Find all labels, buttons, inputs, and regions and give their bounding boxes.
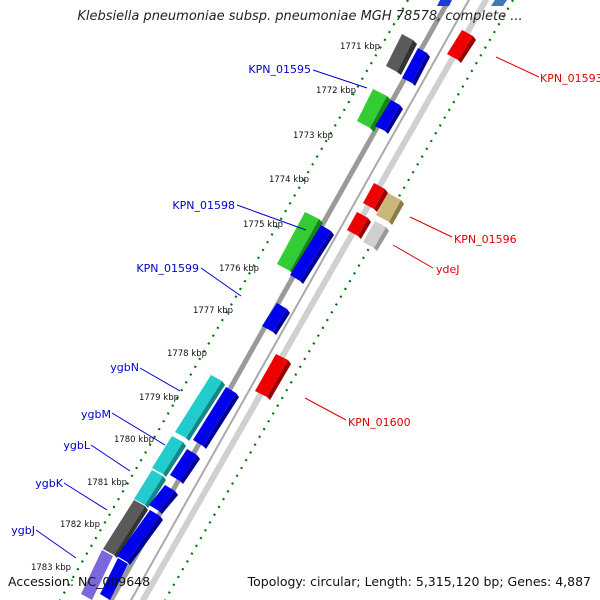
accession-text: Accession: NC_009648 bbox=[8, 574, 151, 589]
gene-red-kpn-01596-b[interactable] bbox=[347, 212, 371, 239]
tick-label: 1776 kbp bbox=[219, 264, 259, 274]
gene-gray-1771[interactable] bbox=[386, 34, 417, 75]
gene-gray-ygbk[interactable] bbox=[103, 500, 148, 558]
tick-label: 1782 kbp bbox=[60, 520, 100, 530]
tick-label: 1777 kbp bbox=[193, 306, 233, 316]
gene-blue-1771[interactable] bbox=[402, 48, 430, 86]
tick-label: 1771 kbp bbox=[340, 42, 380, 52]
backbone-axis bbox=[108, 0, 490, 600]
gene-glyphs[interactable] bbox=[81, 0, 507, 600]
gene-blue-ygbn[interactable] bbox=[193, 387, 239, 449]
tick-label: 1780 kbp bbox=[114, 435, 154, 445]
map-title: Klebsiella pneumoniae subsp. pneumoniae … bbox=[77, 9, 523, 24]
gene-red-top[interactable] bbox=[447, 30, 476, 63]
tick-labels: 1771 kbp 1772 kbp 1773 kbp 1774 kbp 1775… bbox=[31, 42, 380, 573]
tick-label: 1778 kbp bbox=[167, 349, 207, 359]
genome-stats-text: Topology: circular; Length: 5,315,120 bp… bbox=[247, 574, 591, 589]
gene-blue-1772[interactable] bbox=[375, 100, 403, 134]
gene-label-ygbl[interactable]: ygbL bbox=[63, 439, 90, 452]
gene-blue-ygbm[interactable] bbox=[170, 449, 200, 484]
gene-label-kpn-01598[interactable]: KPN_01598 bbox=[172, 199, 235, 212]
tick-label: 1773 kbp bbox=[293, 131, 333, 141]
gene-cyan-ygbl[interactable] bbox=[134, 470, 166, 508]
gene-label-kpn-01599[interactable]: KPN_01599 bbox=[136, 262, 199, 275]
gene-lightgray-ydej[interactable] bbox=[363, 221, 389, 251]
gene-label-ygbm[interactable]: ygbM bbox=[81, 408, 111, 421]
tick-label: 1783 kbp bbox=[31, 563, 71, 573]
gene-label-kpn-01596[interactable]: KPN_01596 bbox=[454, 233, 517, 246]
gene-label-ygbk[interactable]: ygbK bbox=[35, 477, 63, 490]
gene-labels-right: KPN_01593 KPN_01596 ydeJ KPN_01600 bbox=[348, 72, 600, 429]
gene-green-kpn-01598[interactable] bbox=[277, 212, 323, 275]
label-leader-lines bbox=[35, 56, 540, 559]
gene-green-kpn-01595[interactable] bbox=[357, 89, 391, 132]
gene-label-kpn-01600[interactable]: KPN_01600 bbox=[348, 416, 411, 429]
gene-blue-ygbk[interactable] bbox=[117, 510, 163, 565]
tick-label: 1775 kbp bbox=[243, 220, 283, 230]
gene-label-kpn-01593[interactable]: KPN_01593 bbox=[540, 72, 600, 85]
gene-blue-top[interactable] bbox=[437, 0, 507, 6]
gene-label-kpn-01595[interactable]: KPN_01595 bbox=[248, 63, 311, 76]
tick-label: 1772 kbp bbox=[316, 86, 356, 96]
gene-cyan-ygbn[interactable] bbox=[175, 375, 225, 441]
tick-label: 1781 kbp bbox=[87, 478, 127, 488]
gene-blue-1777[interactable] bbox=[262, 303, 290, 335]
gene-label-ygbj[interactable]: ygbJ bbox=[11, 524, 35, 537]
gene-red-kpn-01600[interactable] bbox=[255, 354, 291, 400]
tick-label: 1779 kbp bbox=[139, 393, 179, 403]
gene-violet-ygbj[interactable] bbox=[81, 550, 113, 600]
gene-red-kpn-01596-a[interactable] bbox=[363, 183, 388, 212]
gene-label-ydej[interactable]: ydeJ bbox=[436, 263, 460, 276]
gene-blue-kpn-01598[interactable] bbox=[290, 225, 334, 284]
gene-label-ygbn[interactable]: ygbN bbox=[110, 361, 139, 374]
gene-olive-kpn-01596[interactable] bbox=[376, 193, 404, 225]
tick-label: 1774 kbp bbox=[269, 175, 309, 185]
gene-labels-left: KPN_01595 KPN_01598 KPN_01599 ygbN ygbM … bbox=[11, 63, 311, 537]
gene-blue-ygbl[interactable] bbox=[149, 485, 178, 514]
gene-blue-ygbj[interactable] bbox=[100, 558, 128, 600]
gene-cyan-ygbm[interactable] bbox=[152, 436, 186, 477]
